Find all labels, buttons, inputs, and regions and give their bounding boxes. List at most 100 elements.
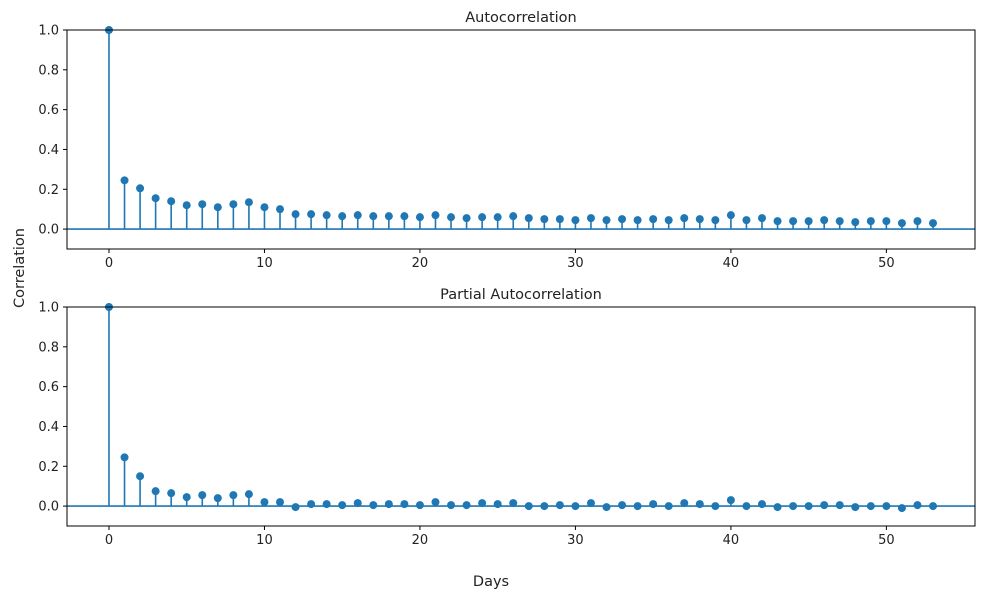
data-point xyxy=(726,211,735,220)
data-point xyxy=(353,499,362,508)
y-tick-label: 0.6 xyxy=(38,380,59,395)
data-point xyxy=(602,503,611,512)
y-tick-label: 1.0 xyxy=(38,24,59,39)
data-point xyxy=(260,203,269,212)
data-point xyxy=(633,216,642,225)
y-tick-label: 0.2 xyxy=(38,183,59,198)
x-tick-label: 10 xyxy=(256,256,273,271)
data-point xyxy=(742,216,751,225)
x-tick-label: 50 xyxy=(878,533,895,548)
data-point xyxy=(695,500,704,509)
y-tick-label: 0.4 xyxy=(38,420,59,435)
partial-autocorrelation-panel: Partial Autocorrelation 0 10 20 30 40 50 0.0 0.2… xyxy=(38,287,976,548)
data-point xyxy=(789,502,798,511)
data-point xyxy=(680,214,689,223)
data-point xyxy=(244,490,253,499)
data-point xyxy=(431,498,440,507)
data-point xyxy=(462,214,471,223)
data-point xyxy=(540,502,549,511)
y-tick-label: 0.4 xyxy=(38,143,59,158)
data-point xyxy=(571,216,580,225)
data-point xyxy=(618,215,627,224)
data-point xyxy=(882,502,891,511)
data-point xyxy=(773,217,782,226)
data-point xyxy=(649,500,658,509)
data-point xyxy=(369,501,378,510)
data-point xyxy=(742,502,751,511)
data-point xyxy=(913,217,922,226)
data-point xyxy=(447,213,456,222)
data-point xyxy=(384,212,393,221)
data-point xyxy=(835,217,844,226)
data-point xyxy=(447,501,456,510)
data-point xyxy=(307,210,316,219)
data-point xyxy=(555,501,564,510)
data-point xyxy=(462,501,471,510)
x-tick-label: 50 xyxy=(878,256,895,271)
x-tick-label: 30 xyxy=(567,533,584,548)
data-point xyxy=(167,489,176,498)
data-point xyxy=(244,198,253,207)
data-point xyxy=(633,502,642,511)
data-point xyxy=(711,502,720,511)
data-point xyxy=(509,499,518,508)
data-point xyxy=(571,502,580,511)
axes-frame xyxy=(66,29,976,250)
data-point xyxy=(338,212,347,221)
data-point xyxy=(586,214,595,223)
y-tick-label: 0.2 xyxy=(38,460,59,475)
figure-x-axis-label: Days xyxy=(473,574,509,590)
figure-y-axis-label: Correlation xyxy=(12,228,28,308)
data-point xyxy=(431,211,440,220)
data-point xyxy=(897,504,906,513)
data-point xyxy=(151,194,160,203)
data-point xyxy=(400,500,409,509)
y-tick-label: 0.0 xyxy=(38,500,59,515)
data-point xyxy=(353,211,362,220)
data-point xyxy=(804,502,813,511)
data-point xyxy=(711,216,720,225)
data-point xyxy=(338,501,347,510)
data-point xyxy=(229,491,238,500)
data-point xyxy=(820,501,829,510)
data-point xyxy=(400,212,409,221)
data-point xyxy=(369,212,378,221)
data-point xyxy=(136,472,145,481)
data-point xyxy=(167,197,176,206)
data-point xyxy=(478,499,487,508)
data-point xyxy=(757,500,766,509)
x-tick-label: 20 xyxy=(412,256,429,271)
data-point xyxy=(913,501,922,510)
data-point xyxy=(493,500,502,509)
data-point xyxy=(213,203,222,212)
data-point xyxy=(835,501,844,510)
x-tick-label: 40 xyxy=(723,533,740,548)
data-point xyxy=(586,499,595,508)
panel-title: Autocorrelation xyxy=(465,10,576,26)
data-point xyxy=(929,502,938,511)
y-tick-label: 1.0 xyxy=(38,301,59,316)
data-point xyxy=(198,491,207,500)
data-point xyxy=(866,217,875,226)
data-point xyxy=(618,501,627,510)
data-point xyxy=(229,200,238,209)
data-point xyxy=(384,500,393,509)
x-tick-label: 0 xyxy=(105,533,113,548)
data-point xyxy=(524,502,533,511)
data-point xyxy=(664,216,673,225)
data-point xyxy=(415,501,424,510)
data-point xyxy=(882,217,891,226)
data-point xyxy=(276,205,285,214)
data-point xyxy=(820,216,829,225)
data-point xyxy=(182,201,191,210)
x-tick-label: 0 xyxy=(105,256,113,271)
y-tick-label: 0.6 xyxy=(38,103,59,118)
data-point xyxy=(524,214,533,223)
data-point xyxy=(649,215,658,224)
autocorrelation-panel: Autocorrelation 0 10 20 30 40 50 0.0 0.2 0.4 0.6 0.… xyxy=(38,10,976,271)
data-point xyxy=(851,218,860,227)
data-point xyxy=(260,498,269,507)
data-point xyxy=(213,494,222,503)
data-point xyxy=(478,213,487,222)
